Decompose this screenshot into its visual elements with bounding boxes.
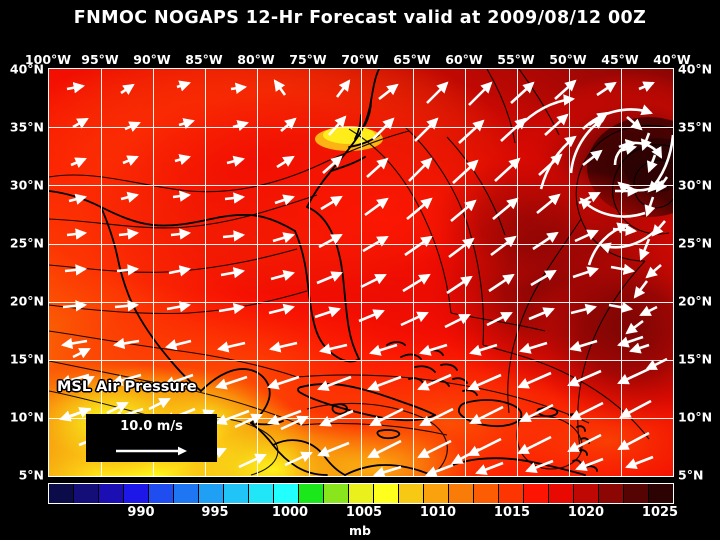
colorbar-swatch-20 xyxy=(549,484,574,503)
colorbar-swatch-8 xyxy=(249,484,274,503)
colorbar-tick-5: 1015 xyxy=(493,505,531,520)
colorbar-swatch-3 xyxy=(124,484,149,503)
gridline-horizontal xyxy=(49,418,673,419)
colorbar-swatch-6 xyxy=(199,484,224,503)
colorbar-swatch-0 xyxy=(49,484,74,503)
colorbar-swatch-17 xyxy=(474,484,499,503)
wind-vector-key: 10.0 m/s xyxy=(86,414,217,462)
x-tick-top-9: 55°W xyxy=(497,52,535,67)
x-tick-top-11: 45°W xyxy=(601,52,639,67)
colorbar-swatch-24 xyxy=(649,484,673,503)
y-tick-right-2: 30°N xyxy=(678,177,713,193)
wind-vector-key-label: 10.0 m/s xyxy=(120,419,183,434)
colorbar-swatch-5 xyxy=(174,484,199,503)
x-tick-top-7: 65°W xyxy=(393,52,431,67)
pressure-colorbar[interactable] xyxy=(48,483,674,504)
y-tick-right-3: 25°N xyxy=(678,235,713,251)
colorbar-swatch-14 xyxy=(399,484,424,503)
colorbar-units-label: mb xyxy=(349,523,371,538)
gridline-vertical xyxy=(101,69,102,476)
y-tick-left-0: 40°N xyxy=(9,61,44,77)
gridline-vertical xyxy=(361,69,362,476)
colorbar-swatch-9 xyxy=(274,484,299,503)
y-tick-right-5: 15°N xyxy=(678,351,713,367)
gridline-horizontal xyxy=(49,244,673,245)
x-tick-top-4: 80°W xyxy=(237,52,275,67)
colorbar-swatch-23 xyxy=(624,484,649,503)
y-tick-left-4: 20°N xyxy=(9,293,44,309)
y-tick-left-3: 25°N xyxy=(9,235,44,251)
x-tick-top-5: 75°W xyxy=(289,52,327,67)
colorbar-tick-7: 1025 xyxy=(641,505,679,520)
colorbar-swatch-10 xyxy=(299,484,324,503)
colorbar-swatch-19 xyxy=(524,484,549,503)
y-tick-left-7: 5°N xyxy=(18,467,44,483)
y-tick-left-5: 15°N xyxy=(9,351,44,367)
y-tick-right-4: 20°N xyxy=(678,293,713,309)
gridline-horizontal xyxy=(49,360,673,361)
x-tick-top-2: 90°W xyxy=(133,52,171,67)
y-tick-right-1: 35°N xyxy=(678,119,713,135)
gridline-vertical xyxy=(517,69,518,476)
x-tick-top-3: 85°W xyxy=(185,52,223,67)
colorbar-tick-2: 1000 xyxy=(271,505,309,520)
x-tick-top-8: 60°W xyxy=(445,52,483,67)
colorbar-swatch-4 xyxy=(149,484,174,503)
gridline-horizontal xyxy=(49,302,673,303)
x-tick-top-1: 95°W xyxy=(81,52,119,67)
colorbar-swatch-15 xyxy=(424,484,449,503)
y-tick-right-0: 40°N xyxy=(678,61,713,77)
gridline-vertical xyxy=(153,69,154,476)
gridline-vertical xyxy=(465,69,466,476)
right-arrow-icon xyxy=(116,446,187,456)
colorbar-swatch-11 xyxy=(324,484,349,503)
wind-vector-arrows xyxy=(59,79,673,476)
gridline-vertical xyxy=(413,69,414,476)
field-label: MSL Air Pressure xyxy=(57,379,197,395)
colorbar-swatch-21 xyxy=(574,484,599,503)
gridline-vertical xyxy=(621,69,622,476)
y-tick-left-2: 30°N xyxy=(9,177,44,193)
colorbar-swatch-22 xyxy=(599,484,624,503)
gridline-vertical xyxy=(569,69,570,476)
colorbar-tick-1: 995 xyxy=(201,505,229,520)
y-tick-left-6: 10°N xyxy=(9,409,44,425)
x-tick-top-10: 50°W xyxy=(549,52,587,67)
gridline-vertical xyxy=(257,69,258,476)
colorbar-swatch-18 xyxy=(499,484,524,503)
colorbar-swatch-16 xyxy=(449,484,474,503)
page-title: FNMOC NOGAPS 12-Hr Forecast valid at 200… xyxy=(73,8,647,28)
gridline-horizontal xyxy=(49,127,673,128)
y-tick-right-6: 10°N xyxy=(678,409,713,425)
gridline-vertical xyxy=(205,69,206,476)
x-tick-top-12: 40°W xyxy=(653,52,691,67)
colorbar-swatch-2 xyxy=(99,484,124,503)
x-tick-top-0: 100°W xyxy=(24,52,72,67)
map-canvas: MSL Air Pressure 10.0 m/s xyxy=(49,69,673,476)
map-plot-area[interactable]: MSL Air Pressure 10.0 m/s xyxy=(48,68,674,477)
x-tick-top-6: 70°W xyxy=(341,52,379,67)
colorbar-tick-3: 1005 xyxy=(345,505,383,520)
gridline-horizontal xyxy=(49,185,673,186)
y-tick-left-1: 35°N xyxy=(9,119,44,135)
colorbar-tick-0: 990 xyxy=(127,505,155,520)
colorbar-tick-6: 1020 xyxy=(567,505,605,520)
colorbar-tick-4: 1010 xyxy=(419,505,457,520)
colorbar-swatch-1 xyxy=(74,484,99,503)
gridline-vertical xyxy=(309,69,310,476)
colorbar-swatch-12 xyxy=(349,484,374,503)
colorbar-swatch-7 xyxy=(224,484,249,503)
y-tick-right-7: 5°N xyxy=(678,467,704,483)
colorbar-swatch-13 xyxy=(374,484,399,503)
